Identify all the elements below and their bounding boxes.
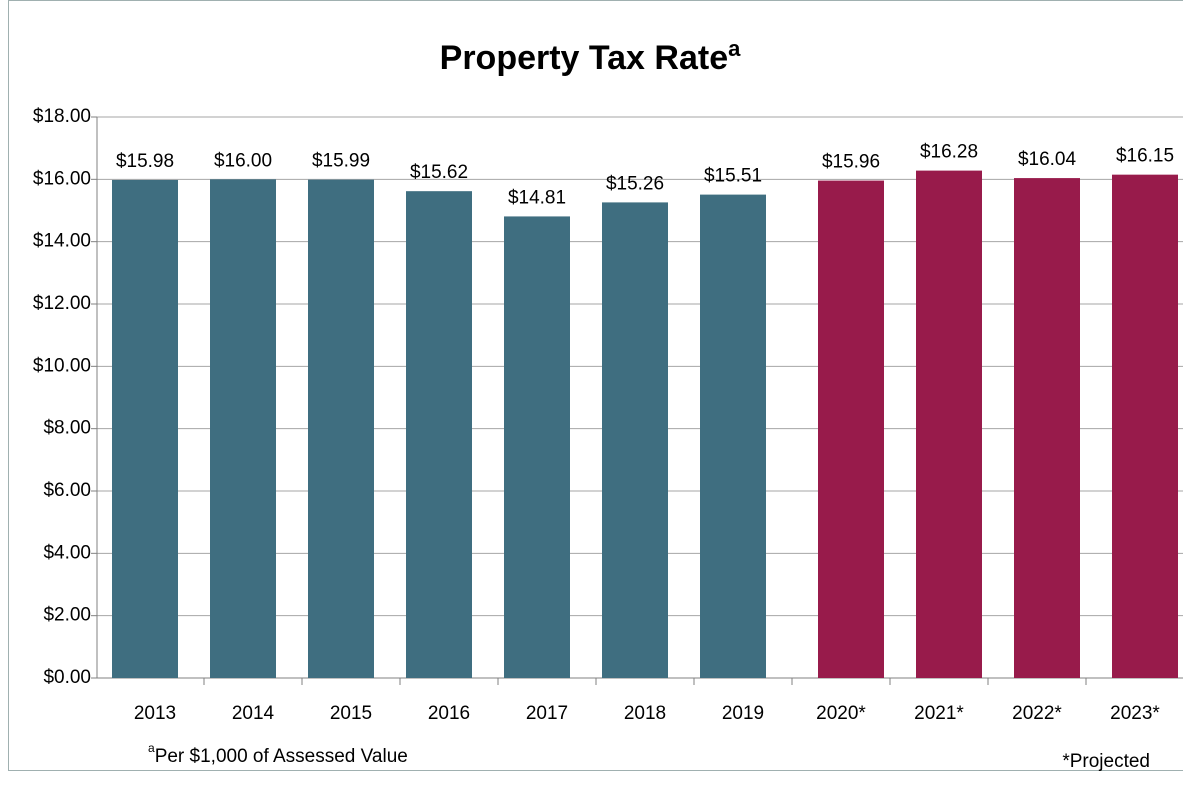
value-label: $15.96 <box>822 152 880 173</box>
value-label: $15.99 <box>312 151 370 172</box>
y-tick-label: $6.00 <box>43 480 91 501</box>
y-tick-label: $8.00 <box>43 418 91 439</box>
title-superscript: a <box>728 36 741 61</box>
chart-title: Property Tax Ratea <box>440 36 741 77</box>
x-tick-label: 2020* <box>816 703 866 724</box>
value-label: $16.15 <box>1116 146 1174 167</box>
value-label: $16.04 <box>1018 149 1077 170</box>
footnote-superscript: a <box>148 741 155 755</box>
value-label: $15.51 <box>704 166 762 187</box>
y-tick-label: $0.00 <box>43 667 91 688</box>
x-tick-label: 2023* <box>1110 703 1160 724</box>
value-label: $16.00 <box>214 150 272 171</box>
value-label: $15.62 <box>410 162 468 183</box>
y-tick-label: $18.00 <box>33 106 91 127</box>
y-tick-label: $12.00 <box>33 293 91 314</box>
bar <box>700 194 766 679</box>
annotation: *Projected <box>1062 751 1150 772</box>
bar <box>112 179 178 678</box>
x-tick-label: 2015 <box>330 703 372 724</box>
chart-frame <box>8 0 1183 771</box>
y-tick-label: $10.00 <box>33 355 91 376</box>
title-text: Property Tax Rate <box>440 39 728 77</box>
bar <box>406 191 472 678</box>
footnote: aPer $1,000 of Assessed Value <box>148 741 408 767</box>
x-tick-label: 2017 <box>526 703 568 724</box>
y-tick-label: $4.00 <box>43 542 91 563</box>
value-label: $14.81 <box>508 187 566 208</box>
y-tick-label: $16.00 <box>33 168 91 189</box>
y-tick-label: $14.00 <box>33 231 91 252</box>
x-tick-label: 2013 <box>134 703 176 724</box>
y-tick-label: $2.00 <box>43 605 91 626</box>
bar <box>818 180 884 678</box>
x-tick-label: 2016 <box>428 703 470 724</box>
bar <box>1014 178 1080 678</box>
x-tick-label: 2022* <box>1012 703 1062 724</box>
value-label: $16.28 <box>920 142 978 163</box>
x-tick-label: 2014 <box>232 703 275 724</box>
x-tick-label: 2021* <box>914 703 964 724</box>
value-label: $15.26 <box>606 173 664 194</box>
x-tick-label: 2019 <box>722 703 764 724</box>
bar <box>1112 174 1178 679</box>
bar <box>210 179 276 679</box>
bar <box>308 179 374 678</box>
bar <box>602 202 668 678</box>
bar <box>916 170 982 678</box>
x-tick-label: 2018 <box>624 703 666 724</box>
footnote-text: Per $1,000 of Assessed Value <box>155 746 408 767</box>
bar <box>504 216 570 678</box>
value-label: $15.98 <box>116 151 174 172</box>
